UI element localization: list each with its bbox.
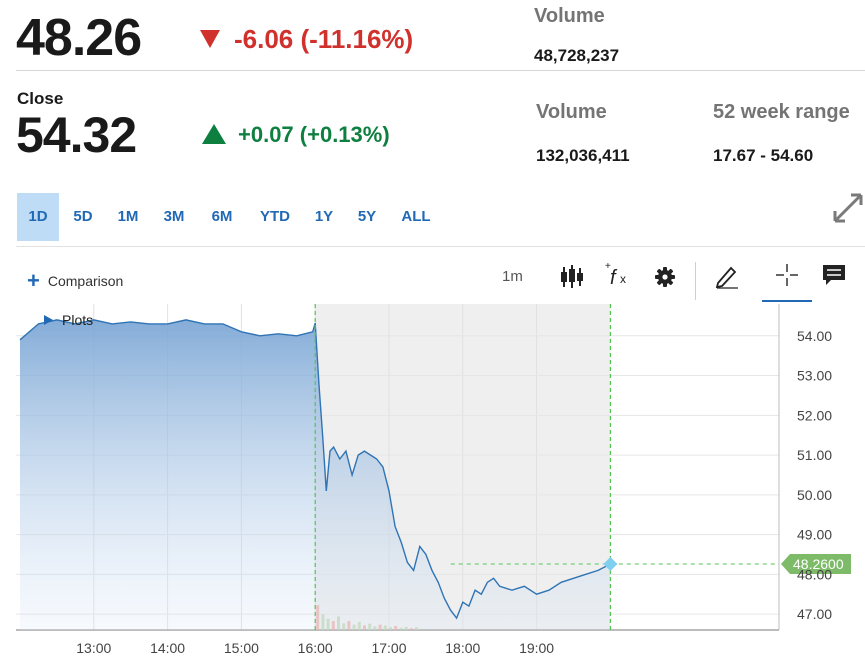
- expand-icon[interactable]: [832, 192, 864, 224]
- range-5y-button[interactable]: 5Y: [357, 208, 377, 225]
- y-tick-label: 48.00: [797, 566, 832, 582]
- close-volume-value: 132,036,411: [536, 146, 630, 165]
- y-tick-label: 49.00: [797, 527, 832, 543]
- volume-bar: [321, 614, 325, 630]
- x-tick-label: 19:00: [519, 640, 554, 656]
- range-value: 17.67 - 54.60: [713, 146, 814, 165]
- y-tick-label: 51.00: [797, 447, 832, 463]
- range-1d-button[interactable]: 1D: [17, 193, 59, 241]
- volume-bar: [404, 626, 408, 630]
- volume-bar: [415, 627, 418, 630]
- x-tick-label: 16:00: [298, 640, 333, 656]
- comparison-label: Comparison: [47, 273, 124, 289]
- svg-text:x: x: [620, 272, 626, 286]
- volume-bar: [342, 623, 346, 630]
- y-tick-label: 52.00: [797, 407, 832, 423]
- price-tag-label: 48.2600: [793, 556, 844, 572]
- divider: [16, 246, 865, 247]
- up-arrow-icon: [202, 124, 226, 144]
- volume-bar: [337, 616, 340, 630]
- volume-bar: [373, 626, 377, 630]
- close-label: Close: [17, 89, 64, 108]
- volume-bar: [368, 623, 372, 630]
- y-tick-label: 54.00: [797, 328, 832, 344]
- price-line: [19, 319, 611, 620]
- volume-bar: [409, 628, 413, 630]
- plus-icon: +: [27, 268, 40, 293]
- range-5d-button[interactable]: 5D: [73, 208, 93, 225]
- interval-button[interactable]: 1m: [502, 268, 523, 285]
- range-1m-button[interactable]: 1M: [117, 208, 139, 225]
- comparison-button[interactable]: + Comparison: [27, 270, 123, 292]
- x-tick-label: 17:00: [371, 640, 406, 656]
- range-1y-button[interactable]: 1Y: [314, 208, 334, 225]
- volume-bar: [352, 624, 356, 630]
- volume-bar: [357, 621, 361, 630]
- volume-bar: [378, 624, 382, 630]
- volume-bar: [383, 625, 387, 630]
- x-tick-label: 18:00: [445, 640, 480, 656]
- pencil-icon[interactable]: [714, 263, 740, 289]
- volume-bar: [347, 621, 351, 630]
- range-3m-button[interactable]: 3M: [163, 208, 185, 225]
- last-price: 48.26: [16, 9, 142, 67]
- gear-icon[interactable]: [654, 266, 676, 288]
- volume-bar: [316, 605, 320, 630]
- price-tag: 48.2600: [781, 554, 851, 575]
- volume-bar: [389, 627, 392, 630]
- volume-bar: [331, 621, 335, 630]
- volume-bar: [326, 618, 330, 630]
- plots-label: Plots: [62, 312, 93, 328]
- close-price: 54.32: [16, 107, 137, 163]
- toolbar-divider: [695, 262, 696, 300]
- volume-value: 48,728,237: [534, 46, 620, 65]
- range-ytd-button[interactable]: YTD: [260, 208, 290, 225]
- function-icon[interactable]: + f x: [604, 261, 632, 290]
- price-chart[interactable]: 48.2600 13:00 14:00 15:00 16:00 17:00 18:00 19…: [0, 301, 865, 661]
- svg-text:+: +: [605, 262, 611, 272]
- volume-bar: [394, 625, 398, 630]
- plots-toggle[interactable]: Plots: [44, 312, 93, 328]
- close-change: +0.07 (+0.13%): [238, 122, 390, 147]
- candlestick-icon[interactable]: [559, 264, 585, 290]
- divider: [16, 70, 865, 71]
- range-all-button[interactable]: ALL: [401, 208, 431, 225]
- last-price-marker: [603, 557, 618, 572]
- down-arrow-icon: [200, 30, 220, 48]
- comment-icon[interactable]: [822, 264, 846, 286]
- x-tick-label: 14:00: [150, 640, 185, 656]
- svg-text:f: f: [610, 267, 618, 289]
- x-tick-label: 13:00: [76, 640, 111, 656]
- crosshair-icon[interactable]: [762, 258, 812, 302]
- volume-label: Volume: [534, 5, 605, 27]
- x-tick-label: 15:00: [224, 640, 259, 656]
- y-tick-label: 53.00: [797, 368, 832, 384]
- y-tick-label: 50.00: [797, 487, 832, 503]
- close-volume-label: Volume: [536, 101, 607, 123]
- y-tick-label: 47.00: [797, 606, 832, 622]
- play-icon: [44, 315, 53, 325]
- volume-bar: [363, 625, 366, 630]
- range-label: 52 week range: [713, 101, 850, 123]
- volume-bar: [399, 627, 403, 630]
- last-change: -6.06 (-11.16%): [234, 24, 414, 54]
- range-6m-button[interactable]: 6M: [211, 208, 233, 225]
